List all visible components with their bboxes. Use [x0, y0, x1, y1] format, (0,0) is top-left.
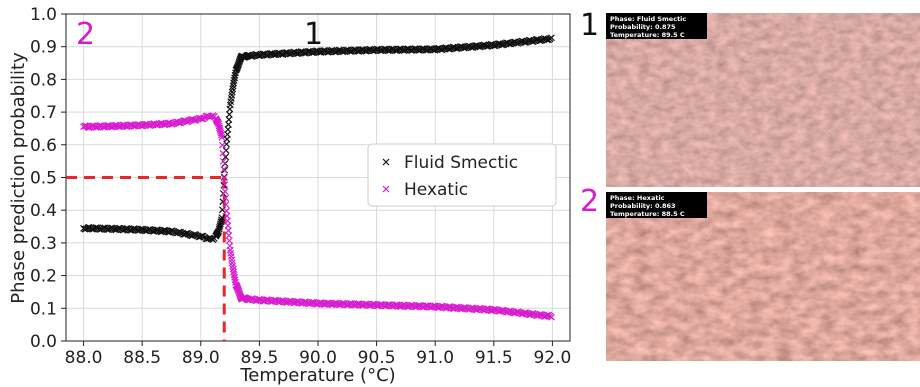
- y-tick-label: 1.0: [30, 5, 57, 25]
- data-point: [220, 174, 228, 182]
- data-point: [217, 216, 225, 224]
- data-point: [122, 122, 130, 130]
- data-point: [548, 313, 555, 321]
- x-tick-label: 90.0: [299, 348, 337, 368]
- legend-item: Fluid Smectic: [382, 153, 518, 173]
- legend-box: [367, 143, 557, 207]
- micrograph-image-2: [606, 192, 920, 361]
- data-point: [490, 306, 498, 314]
- data-point: [304, 300, 312, 307]
- data-point: [95, 225, 103, 233]
- y-tick-label: 0.1: [30, 299, 57, 319]
- y-tick-label: 0.6: [30, 136, 57, 156]
- data-point: [262, 51, 270, 59]
- legend: Fluid Smectic Hexatic: [367, 143, 557, 207]
- y-tick-label: 0.2: [30, 267, 57, 287]
- legend-label: Fluid Smectic: [404, 153, 518, 173]
- data-point: [315, 299, 323, 307]
- chart-grid: [66, 13, 570, 342]
- series-hexatic: [80, 112, 555, 321]
- y-tick-label: 0.8: [30, 70, 57, 90]
- panel-2-phase: Phase: Hexatic: [610, 194, 665, 202]
- region-label-1: 1: [304, 17, 323, 52]
- threshold-lines: [66, 176, 226, 341]
- data-point: [219, 157, 227, 165]
- data-point: [222, 201, 230, 209]
- micrograph-panel-2: Phase: Hexatic Probability: 0.863 Temper…: [606, 192, 920, 361]
- x-tick-label: 91.5: [475, 348, 513, 368]
- data-point: [149, 120, 156, 128]
- panel-1-probability: Probability: 0.875: [610, 23, 676, 31]
- data-point: [217, 131, 225, 139]
- panel-1-temperature: Temperature: 89.5 C: [610, 31, 685, 39]
- data-point: [218, 206, 226, 214]
- data-point: [217, 129, 225, 137]
- region-label-2: 2: [76, 17, 95, 52]
- y-tick-label: 0.4: [30, 201, 57, 221]
- data-point: [84, 123, 92, 131]
- data-point: [528, 310, 536, 318]
- data-point: [220, 166, 228, 174]
- x-tick-label: 89.0: [182, 348, 220, 368]
- micrograph-image-1: [606, 13, 920, 187]
- data-point: [365, 46, 373, 54]
- y-tick-label: 0.7: [30, 103, 57, 123]
- phase-probability-chart: 88.0 88.5 89.0 89.5 90.0 90.5 91.0 91.5 92.0 0.0…: [8, 5, 571, 386]
- data-point: [218, 141, 226, 149]
- data-point: [221, 181, 229, 189]
- panel-2-temperature: Temperature: 88.5 C: [610, 210, 685, 218]
- micrograph-panel-1: Phase: Fluid Smectic Probability: 0.875 …: [606, 13, 920, 187]
- y-tick-label: 0.0: [30, 332, 57, 352]
- y-axis-label: Phase prediction probability: [8, 52, 29, 304]
- data-point: [218, 214, 226, 222]
- data-point: [133, 226, 141, 234]
- panel-1-overlay: Phase: Fluid Smectic Probability: 0.875 …: [606, 13, 707, 39]
- data-point: [222, 194, 230, 202]
- y-tick-labels: 0.0 0.1 0.2 0.3 0.4 0.5 0.6 0.7 0.8 0.9 1.0: [30, 5, 66, 352]
- x-tick-label: 91.0: [416, 348, 454, 368]
- x-tick-label: 89.5: [240, 348, 278, 368]
- y-tick-label: 0.9: [30, 38, 57, 58]
- series-layer: [80, 34, 555, 321]
- legend-item: Hexatic: [382, 180, 468, 200]
- panel-2-probability: Probability: 0.863: [610, 202, 676, 210]
- panel-2-tag: 2: [580, 184, 600, 219]
- data-point: [106, 224, 114, 232]
- data-point: [327, 47, 335, 55]
- x-tick-label: 88.0: [65, 348, 103, 368]
- series-fluid-smectic: [80, 34, 555, 244]
- data-point: [300, 49, 308, 57]
- data-point: [230, 76, 238, 84]
- data-point: [222, 153, 230, 161]
- x-axis-label: Temperature (°C): [239, 365, 395, 386]
- x-tick-labels: 88.0 88.5 89.0 89.5 90.0 90.5 91.0 91.5 92.0: [65, 341, 571, 368]
- y-tick-label: 0.5: [30, 169, 57, 189]
- panel-1-tag: 1: [580, 8, 600, 43]
- data-point: [548, 34, 555, 42]
- data-point: [230, 271, 238, 279]
- data-point: [218, 133, 226, 141]
- legend-marker: [382, 158, 390, 166]
- data-point: [376, 46, 384, 54]
- y-tick-label: 0.3: [30, 234, 57, 254]
- data-point: [338, 47, 346, 55]
- data-point: [221, 188, 229, 195]
- data-point: [512, 39, 520, 47]
- panel-1-phase: Phase: Fluid Smectic: [610, 15, 687, 23]
- data-point: [144, 226, 152, 234]
- data-point: [219, 149, 227, 157]
- x-tick-label: 90.5: [358, 348, 396, 368]
- legend-label: Hexatic: [404, 180, 468, 200]
- data-point: [230, 79, 238, 87]
- data-point: [403, 45, 411, 53]
- data-point: [266, 297, 274, 305]
- data-point: [353, 300, 361, 308]
- data-point: [111, 122, 118, 129]
- x-tick-label: 88.5: [123, 348, 161, 368]
- panel-2-overlay: Phase: Hexatic Probability: 0.863 Temper…: [606, 192, 707, 218]
- legend-marker: [382, 185, 390, 193]
- data-point: [414, 46, 422, 54]
- x-tick-label: 92.0: [533, 348, 571, 368]
- data-point: [182, 117, 190, 125]
